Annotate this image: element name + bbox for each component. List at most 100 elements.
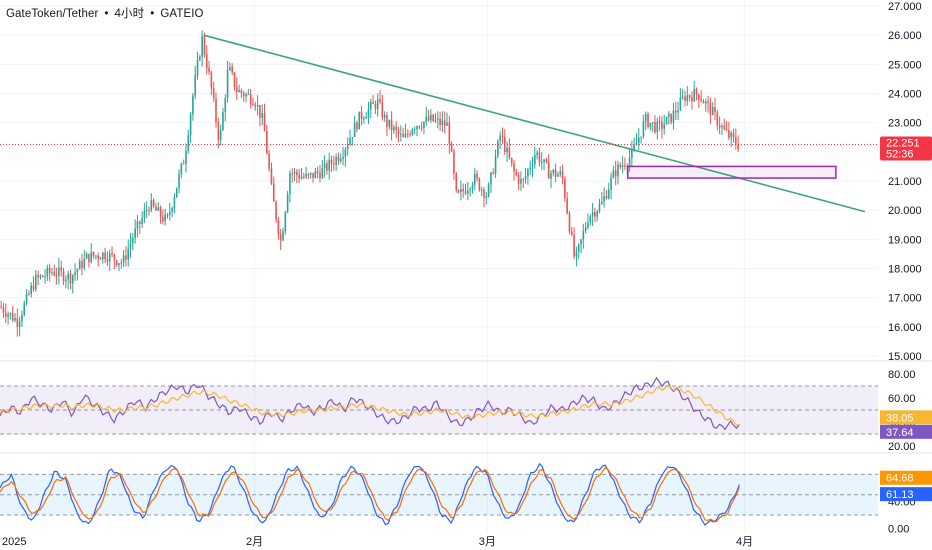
candle-body: [559, 171, 562, 175]
candle-body: [524, 176, 527, 180]
candle-body: [400, 133, 402, 135]
candle-body: [453, 151, 455, 174]
candle-body: [326, 163, 328, 171]
candle-body: [612, 170, 615, 178]
candle-body: [554, 169, 557, 177]
candle-body: [557, 174, 559, 177]
price-tick-label: 27.000: [888, 1, 922, 13]
candle-body: [32, 285, 35, 290]
x-tick-label: 3月: [479, 536, 496, 548]
candle-body: [443, 120, 446, 126]
candle-body: [16, 318, 19, 327]
candle-body: [658, 121, 661, 123]
candle-body: [208, 68, 210, 73]
candle-body: [14, 318, 16, 321]
candle-body: [58, 267, 60, 276]
candle-body: [499, 135, 501, 141]
header-separator-2: •: [150, 8, 155, 20]
candle-body: [531, 164, 534, 168]
candle-body: [688, 95, 691, 98]
oscillator-series-line: [0, 462, 740, 526]
candle-body: [339, 158, 342, 162]
candle-body: [369, 101, 372, 109]
symbol-name[interactable]: GateToken/Tether: [6, 8, 99, 20]
candle-body: [182, 163, 185, 165]
candle-body: [700, 99, 702, 102]
candle-body: [372, 101, 374, 104]
candle-body: [106, 259, 109, 262]
candle-body: [568, 213, 571, 232]
rsi-pane[interactable]: [0, 376, 878, 435]
candle-body: [397, 129, 400, 135]
candle-body: [159, 207, 162, 218]
candle-body: [293, 171, 296, 174]
x-tick-label: 4月: [736, 536, 753, 548]
header-separator-1: •: [104, 8, 109, 20]
candle-body: [266, 131, 268, 154]
candle-body: [737, 144, 739, 150]
candle-body: [642, 121, 645, 137]
candle-body: [497, 140, 499, 157]
candle-body: [275, 201, 277, 220]
oscillator-value-text: 61.13: [886, 489, 914, 501]
candle-body: [450, 143, 453, 152]
candle-body: [605, 196, 608, 199]
candle-body: [455, 173, 458, 191]
candle-body: [721, 125, 723, 128]
candle-body: [309, 173, 312, 175]
candle-body: [291, 173, 294, 175]
candle-body: [735, 137, 737, 145]
candle-body: [413, 129, 416, 131]
candle-body: [637, 137, 640, 144]
candle-body: [242, 93, 245, 97]
candle-body: [337, 156, 340, 162]
candle-body: [4, 312, 7, 317]
candle-body: [365, 117, 367, 119]
candle-body: [376, 99, 379, 109]
candle-body: [328, 159, 331, 171]
candle-body: [441, 120, 444, 125]
candle-body: [386, 114, 388, 127]
price-tick-label: 18.000: [888, 264, 922, 276]
candle-body: [570, 231, 573, 235]
oscillator-tick-label: 80.00: [888, 369, 916, 381]
candle-body: [279, 234, 282, 241]
candle-body: [601, 201, 603, 204]
x-tick-label: 2025: [2, 536, 26, 548]
candle-body: [457, 190, 460, 193]
candle-body: [728, 130, 730, 138]
stoch-pane[interactable]: [0, 462, 878, 526]
candle-body: [485, 196, 488, 198]
price-pane[interactable]: [0, 30, 878, 337]
candle-body: [245, 94, 247, 97]
candle-body: [580, 239, 582, 245]
candle-body: [263, 113, 266, 132]
candle-body: [238, 90, 240, 92]
candle-body: [118, 263, 120, 266]
oscillator-tick-label: 0.00: [888, 524, 909, 536]
candle-body: [624, 165, 626, 167]
candle-body: [395, 126, 398, 130]
candle-body: [97, 255, 99, 259]
candle-body: [420, 127, 423, 129]
candle-body: [510, 157, 513, 164]
candle-body: [231, 66, 233, 73]
candle-body: [307, 174, 310, 176]
interval-label[interactable]: 4小时: [114, 8, 145, 20]
candle-body: [707, 101, 709, 103]
candle-body: [270, 168, 273, 184]
last-price-value: 22.251: [886, 138, 920, 150]
candle-body: [74, 272, 76, 276]
price-tick-label: 15.000: [888, 351, 922, 363]
candle-body: [199, 56, 201, 61]
candle-body: [633, 145, 635, 150]
candle-body: [302, 176, 305, 178]
oscillator-value-badge: [880, 470, 932, 485]
candle-body: [150, 199, 153, 211]
candle-body: [37, 274, 39, 278]
candle-body: [561, 171, 564, 179]
candle-body: [684, 96, 686, 102]
oscillator-series-line: [0, 384, 740, 427]
